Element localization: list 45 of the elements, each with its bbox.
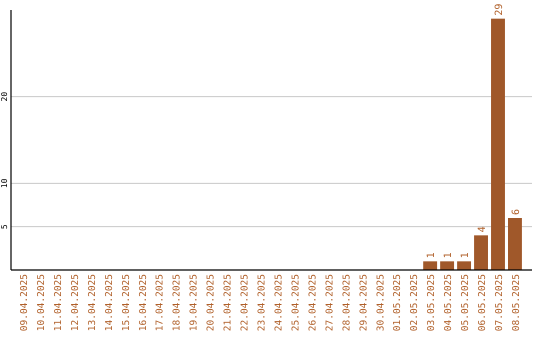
- bar: [508, 218, 522, 270]
- x-tick-label: 16.04.2025: [138, 274, 149, 332]
- x-tick-label: 26.04.2025: [307, 274, 318, 332]
- x-tick-label: 22.04.2025: [240, 274, 251, 332]
- x-tick-label: 01.05.2025: [392, 274, 404, 332]
- x-tick-label: 05.05.2025: [460, 274, 472, 332]
- x-tick-label: 28.04.2025: [341, 274, 352, 332]
- y-tick-label: 5: [0, 224, 9, 230]
- x-tick-label: 17.04.2025: [154, 274, 166, 332]
- x-tick-label: 07.05.2025: [494, 274, 505, 332]
- x-tick-label: 15.04.2025: [120, 274, 132, 332]
- bar: [440, 261, 454, 270]
- bar: [491, 18, 505, 270]
- x-tick-label: 02.05.2025: [409, 274, 420, 332]
- data-label: 4: [477, 226, 488, 232]
- bar: [423, 261, 438, 270]
- x-tick-label: 03.05.2025: [426, 274, 438, 332]
- data-label: 1: [443, 252, 454, 258]
- y-tick-label: 20: [0, 92, 9, 102]
- x-tick-label: 10.04.2025: [36, 274, 48, 332]
- data-label: 6: [510, 208, 522, 215]
- x-tick-label: 29.04.2025: [358, 274, 370, 332]
- x-tick-label: 24.04.2025: [273, 274, 284, 332]
- x-tick-label: 08.05.2025: [510, 274, 522, 332]
- x-tick-label: 20.04.2025: [206, 274, 217, 332]
- x-tick-label: 23.04.2025: [256, 274, 268, 332]
- x-tick-label: 19.04.2025: [188, 274, 200, 332]
- x-tick-label: 11.04.2025: [52, 274, 64, 332]
- x-tick-label: 18.04.2025: [172, 274, 183, 332]
- data-label: 1: [460, 252, 472, 258]
- x-tick-label: 27.04.2025: [324, 274, 336, 332]
- x-tick-label: 04.05.2025: [443, 274, 454, 332]
- y-tick-label: 10: [0, 178, 9, 188]
- bar: [474, 235, 488, 270]
- x-tick-label: 06.05.2025: [477, 274, 488, 332]
- x-tick-label: 30.04.2025: [375, 274, 386, 332]
- x-tick-label: 21.04.2025: [222, 274, 234, 332]
- x-tick-label: 25.04.2025: [290, 274, 302, 332]
- x-tick-label: 09.04.2025: [19, 274, 30, 332]
- x-tick-label: 13.04.2025: [86, 274, 98, 332]
- data-label: 29: [494, 4, 505, 16]
- x-tick-label: 12.04.2025: [70, 274, 81, 332]
- x-tick-label: 14.04.2025: [104, 274, 115, 332]
- bar: [457, 261, 472, 270]
- data-label: 1: [426, 252, 438, 258]
